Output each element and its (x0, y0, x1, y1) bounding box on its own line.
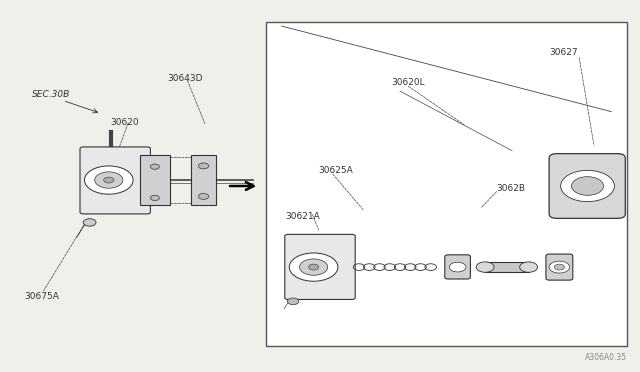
Circle shape (289, 253, 338, 281)
FancyBboxPatch shape (445, 255, 470, 279)
Circle shape (300, 259, 328, 275)
Circle shape (150, 164, 159, 169)
Circle shape (449, 262, 466, 272)
FancyBboxPatch shape (546, 254, 573, 280)
Text: 30675A: 30675A (24, 292, 59, 301)
Text: 30643D: 30643D (168, 74, 203, 83)
Text: 30627: 30627 (549, 48, 578, 57)
Bar (485, 262, 529, 272)
Circle shape (308, 264, 319, 270)
Circle shape (520, 262, 538, 272)
FancyBboxPatch shape (80, 147, 150, 214)
Text: 30625A: 30625A (319, 166, 353, 175)
Text: 3062B: 3062B (496, 185, 525, 193)
Circle shape (554, 264, 564, 270)
Circle shape (549, 261, 570, 273)
Bar (140, 155, 170, 205)
Text: 30621A: 30621A (285, 212, 319, 221)
Circle shape (198, 193, 209, 199)
Circle shape (198, 163, 209, 169)
Circle shape (83, 219, 96, 226)
Circle shape (95, 172, 123, 188)
Circle shape (104, 177, 114, 183)
Text: 30620: 30620 (110, 118, 139, 126)
Circle shape (150, 195, 159, 201)
Text: SEC.30B: SEC.30B (32, 90, 70, 99)
Circle shape (572, 177, 604, 195)
FancyBboxPatch shape (549, 154, 625, 218)
FancyBboxPatch shape (285, 234, 355, 299)
Circle shape (561, 170, 614, 202)
Circle shape (287, 298, 299, 305)
Text: 30620L: 30620L (392, 78, 426, 87)
Circle shape (476, 262, 494, 272)
Bar (191, 155, 216, 205)
Text: A306A0.35: A306A0.35 (585, 353, 627, 362)
Bar (266, 22, 627, 346)
Circle shape (84, 166, 133, 194)
